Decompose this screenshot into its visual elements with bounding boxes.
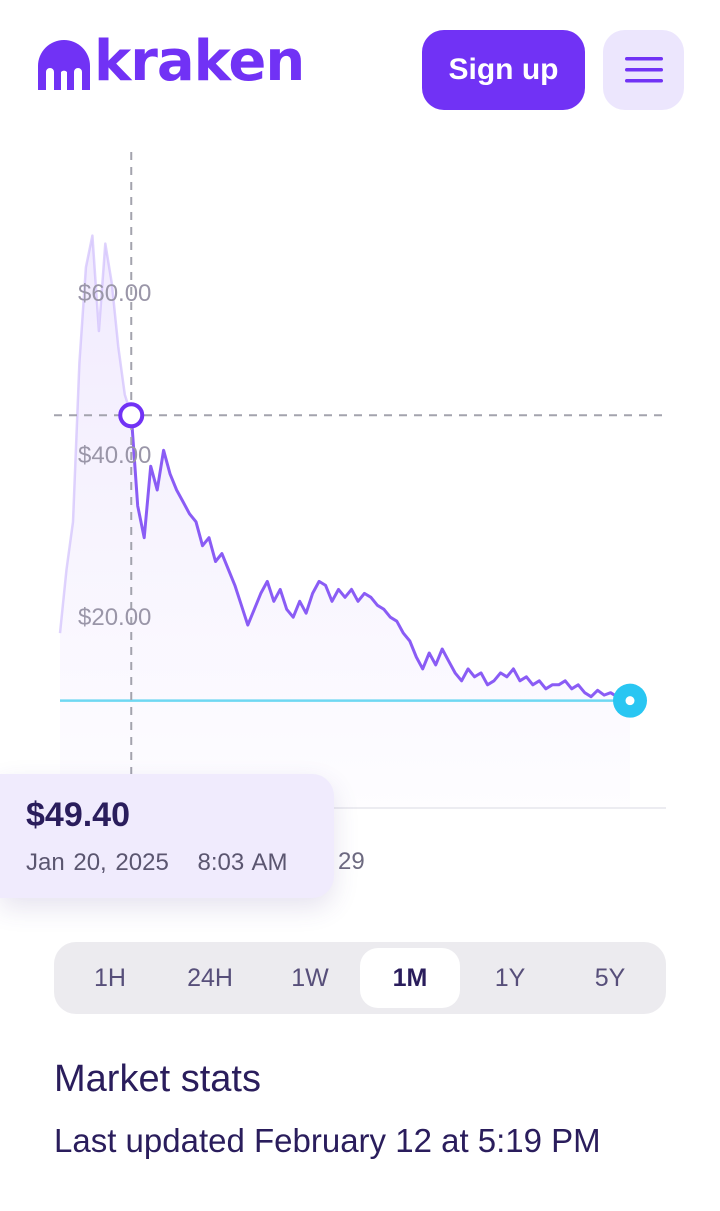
y-tick-label: $20.00 (78, 604, 152, 631)
x-tick-label: 29 (338, 848, 365, 875)
menu-button[interactable] (603, 30, 684, 110)
sign-up-button[interactable]: Sign up (422, 30, 585, 110)
y-tick-label: $60.00 (78, 280, 152, 307)
last-updated-text: Last updated February 12 at 5:19 PM (54, 1122, 601, 1159)
tooltip-date: Jan 20, 2025 (26, 849, 169, 876)
market-stats-title: Market stats (54, 1058, 261, 1100)
price-chart[interactable]: $60.00 $40.00 $20.00 29 (0, 130, 720, 890)
range-1m[interactable]: 1M (360, 948, 460, 1008)
tooltip-time: 8:03 AM (197, 849, 288, 876)
price-tooltip: $49.40 Jan 20, 2025 8:03 AM (0, 774, 334, 898)
current-price-marker-dot (625, 696, 635, 706)
kraken-mark-icon (38, 40, 90, 90)
logo-wordmark: kraken (94, 29, 305, 94)
tooltip-price: $49.40 (26, 796, 130, 834)
site-header: kraken Sign up (0, 0, 720, 140)
price-line-faded (58, 234, 133, 634)
hamburger-menu-icon (624, 57, 663, 83)
hover-point-marker (118, 402, 145, 429)
range-24h[interactable]: 24H (187, 963, 233, 992)
range-1w[interactable]: 1W (291, 963, 329, 992)
range-1y[interactable]: 1Y (494, 963, 526, 992)
kraken-logo[interactable]: kraken (36, 34, 305, 92)
range-1h[interactable]: 1H (94, 963, 126, 992)
range-5y[interactable]: 5Y (594, 963, 626, 992)
time-range-selector: 1H 24H 1W 1M 1Y 5Y (54, 942, 666, 1014)
price-area-fill (60, 235, 630, 809)
tooltip-datetime: Jan 20, 2025 8:03 AM (26, 849, 334, 877)
price-chart-svg[interactable] (0, 130, 720, 890)
price-line (129, 415, 631, 703)
y-tick-label: $40.00 (78, 442, 152, 469)
